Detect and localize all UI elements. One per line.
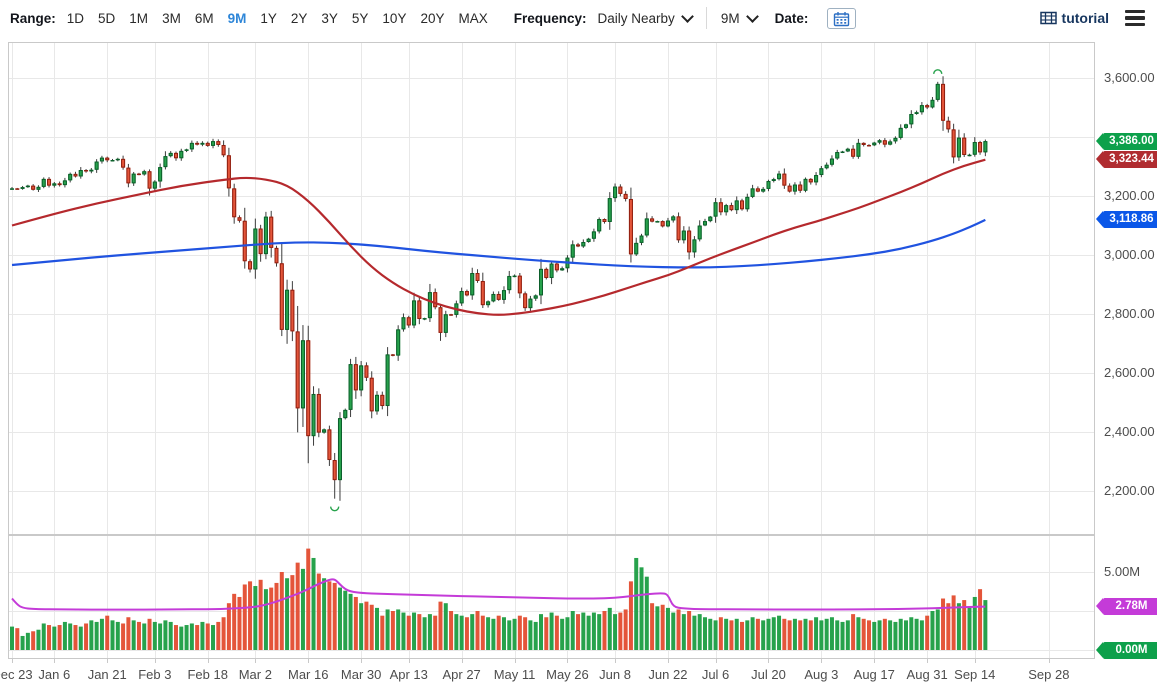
volume-axis-tick: 5.00M bbox=[1104, 564, 1141, 579]
range-10y[interactable]: 10Y bbox=[382, 10, 407, 26]
tutorial-link[interactable]: tutorial bbox=[1039, 10, 1109, 26]
x-axis-label: Feb 18 bbox=[187, 667, 228, 682]
date-label: Date: bbox=[774, 10, 809, 26]
x-axis-label: Apr 27 bbox=[442, 667, 481, 682]
price-axis-tick: 3,000.00 bbox=[1104, 247, 1155, 262]
x-axis-label: Mar 16 bbox=[288, 667, 329, 682]
toolbar: Range: 1D 5D 1M 3M 6M 9M 1Y 2Y 3Y 5Y 10Y 20Y MAX Fre… bbox=[0, 0, 1157, 36]
calendar-icon bbox=[834, 11, 850, 26]
range-label: Range: bbox=[10, 10, 56, 26]
frequency-dropdown[interactable]: Daily Nearby bbox=[597, 9, 694, 26]
x-axis-label: Feb 3 bbox=[138, 667, 172, 682]
range-6m[interactable]: 6M bbox=[194, 10, 214, 26]
volume-zero-badge: 0.00M bbox=[1096, 641, 1157, 659]
candlestick-chart-canvas[interactable] bbox=[0, 36, 1157, 693]
film-icon bbox=[1039, 11, 1057, 25]
x-axis-label: Jul 20 bbox=[751, 667, 786, 682]
price-axis-tick: 2,800.00 bbox=[1104, 306, 1155, 321]
chevron-down-icon bbox=[680, 9, 694, 23]
range-1y[interactable]: 1Y bbox=[260, 10, 277, 26]
last-price-badge: 3,386.00 bbox=[1096, 132, 1157, 150]
range-2y[interactable]: 2Y bbox=[290, 10, 308, 26]
price-axis-tick: 2,600.00 bbox=[1104, 365, 1155, 380]
range-selector: 1D 5D 1M 3M 6M 9M 1Y 2Y 3Y 5Y 10Y 20Y MAX bbox=[67, 11, 488, 26]
range-3y[interactable]: 3Y bbox=[321, 10, 338, 26]
range-1m[interactable]: 1M bbox=[129, 10, 149, 26]
sma-fast-value-badge: 3,323.44 bbox=[1096, 151, 1157, 169]
range-5d[interactable]: 5D bbox=[98, 10, 116, 26]
period-value: 9M bbox=[720, 10, 740, 26]
x-axis-label: Aug 3 bbox=[804, 667, 839, 682]
x-axis-label: Sep 14 bbox=[954, 667, 996, 682]
range-20y[interactable]: 20Y bbox=[420, 10, 445, 26]
x-axis-label: May 11 bbox=[493, 667, 536, 682]
x-axis-label: Jan 21 bbox=[87, 667, 127, 682]
range-1d[interactable]: 1D bbox=[66, 10, 85, 26]
range-3m[interactable]: 3M bbox=[162, 10, 181, 26]
x-axis-label: Apr 13 bbox=[389, 667, 428, 682]
sma-slow-value-badge: 3,118.86 bbox=[1096, 211, 1157, 229]
price-axis-tick: 2,400.00 bbox=[1104, 424, 1155, 439]
range-5y[interactable]: 5Y bbox=[351, 10, 369, 26]
x-axis-label: Sep 28 bbox=[1028, 667, 1070, 682]
x-axis-label: Mar 2 bbox=[238, 667, 272, 682]
x-axis-label: Aug 17 bbox=[853, 667, 895, 682]
frequency-value: Daily Nearby bbox=[597, 10, 675, 26]
range-9m[interactable]: 9M bbox=[227, 10, 247, 26]
price-axis-tick: 3,600.00 bbox=[1104, 70, 1155, 85]
x-axis-label: Aug 31 bbox=[906, 667, 948, 682]
x-axis-label: Mar 30 bbox=[340, 667, 382, 682]
range-max[interactable]: MAX bbox=[458, 10, 488, 26]
tutorial-label: tutorial bbox=[1061, 10, 1109, 26]
chart-area: 3,600.00 3,200.00 3,000.00 2,800.00 2,600.00… bbox=[0, 36, 1157, 693]
x-axis-label: Jun 22 bbox=[648, 667, 688, 682]
x-axis-label: Dec 23 bbox=[0, 667, 33, 682]
price-axis-tick: 2,200.00 bbox=[1104, 483, 1155, 498]
price-axis-tick: 3,200.00 bbox=[1104, 188, 1155, 203]
x-axis-label: May 26 bbox=[546, 667, 589, 682]
date-picker-button[interactable] bbox=[827, 7, 857, 29]
menu-icon[interactable] bbox=[1125, 9, 1145, 27]
chevron-down-icon bbox=[745, 9, 759, 23]
x-axis-label: Jan 6 bbox=[38, 667, 71, 682]
x-axis-label: Jul 6 bbox=[701, 667, 730, 682]
period-dropdown[interactable]: 9M bbox=[720, 9, 759, 26]
volume-ma-value-badge: 2.78M bbox=[1096, 598, 1157, 616]
x-axis-label: Jun 8 bbox=[599, 667, 631, 682]
toolbar-separator bbox=[705, 7, 707, 29]
frequency-label: Frequency: bbox=[513, 10, 587, 26]
